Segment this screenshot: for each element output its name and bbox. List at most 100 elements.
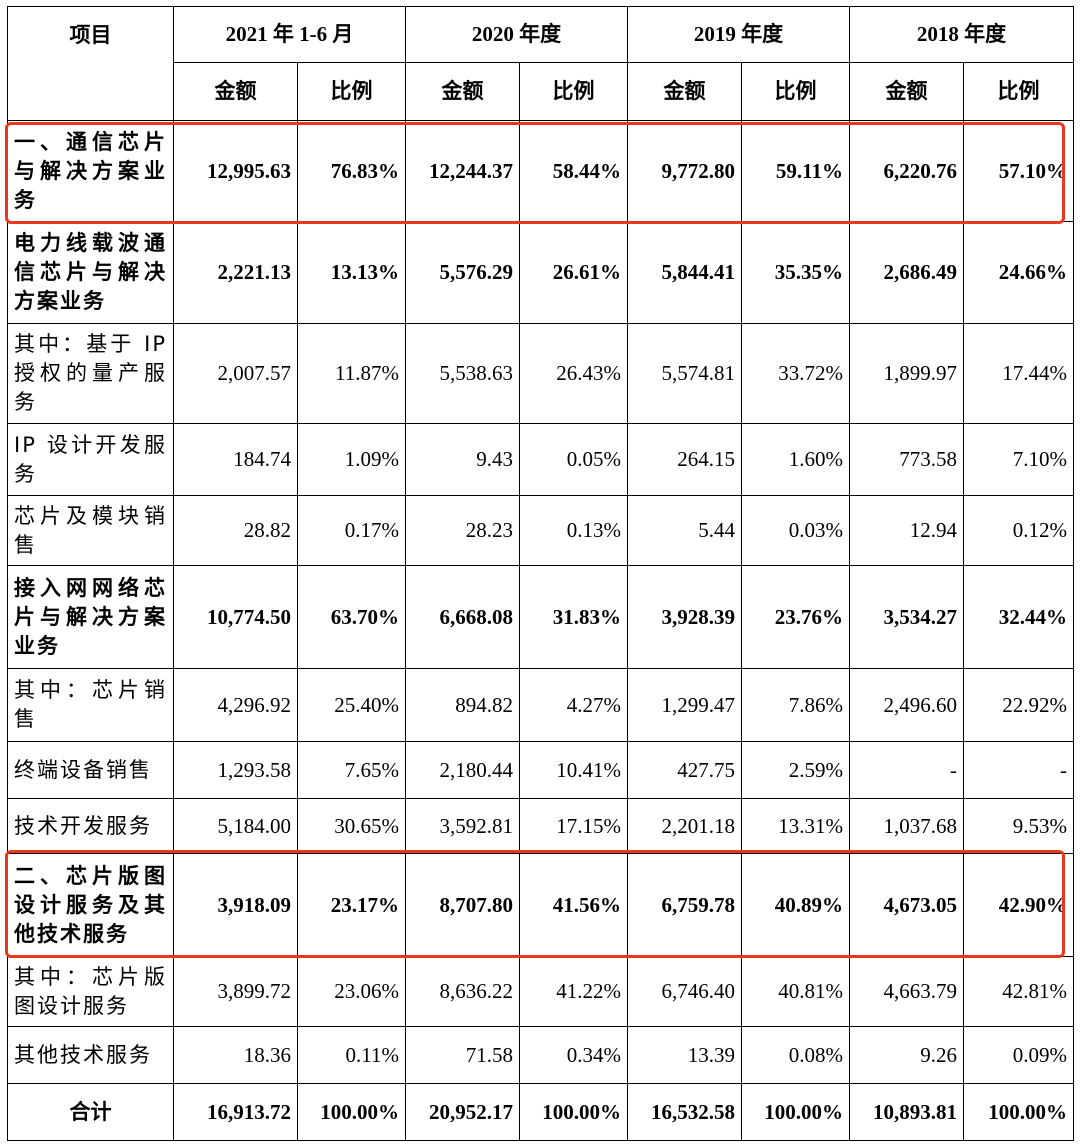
amount-cell: 4,673.05 xyxy=(849,853,964,957)
ratio-cell: 0.34% xyxy=(519,1026,628,1084)
ratio-cell: 0.11% xyxy=(297,1026,406,1084)
ratio-cell: 41.22% xyxy=(519,956,628,1027)
ratio-cell: 1.60% xyxy=(741,423,850,496)
ratio-cell: 17.44% xyxy=(963,323,1074,424)
ratio-cell: 4.27% xyxy=(519,668,628,742)
amount-cell: 1,899.97 xyxy=(849,323,964,424)
amount-cell: 18.36 xyxy=(173,1026,298,1084)
amount-cell: 2,007.57 xyxy=(173,323,298,424)
ratio-cell: 22.92% xyxy=(963,668,1074,742)
total-ratio-cell: 100.00% xyxy=(519,1083,628,1141)
amount-cell: 3,899.72 xyxy=(173,956,298,1027)
amount-cell: 2,180.44 xyxy=(405,741,520,799)
total-amount-cell: 16,913.72 xyxy=(173,1083,298,1141)
revenue-table-container: 项目 2021 年 1-6 月 2020 年度 2019 年度 2018 年度 … xyxy=(5,6,1074,1141)
total-label: 合计 xyxy=(7,1083,174,1141)
amount-cell: 2,201.18 xyxy=(627,798,742,854)
header-period-2020: 2020 年度 xyxy=(405,6,628,63)
ratio-cell: 0.08% xyxy=(741,1026,850,1084)
amount-cell: 5.44 xyxy=(627,495,742,566)
table-row: 二、芯片版图设计服务及其他技术服务 3,918.09 23.17% 8,707.80 4… xyxy=(7,853,1074,957)
amount-cell: 2,496.60 xyxy=(849,668,964,742)
amount-cell: 8,636.22 xyxy=(405,956,520,1027)
header-ratio: 比例 xyxy=(963,62,1074,121)
header-amount: 金额 xyxy=(405,62,520,121)
amount-cell: 8,707.80 xyxy=(405,853,520,957)
table-row: 终端设备销售 1,293.58 7.65% 2,180.44 10.41% 427.75 2… xyxy=(7,741,1074,799)
amount-cell: 5,574.81 xyxy=(627,323,742,424)
amount-cell: 1,037.68 xyxy=(849,798,964,854)
ratio-cell: 23.76% xyxy=(741,565,850,669)
table-row: 其中：基于 IP 授权的量产服务 2,007.57 11.87% 5,538.63 26… xyxy=(7,323,1074,424)
amount-cell: 773.58 xyxy=(849,423,964,496)
ratio-cell: 76.83% xyxy=(297,120,406,222)
ratio-cell: 10.41% xyxy=(519,741,628,799)
row-label: 二、芯片版图设计服务及其他技术服务 xyxy=(7,853,174,957)
amount-cell: 6,220.76 xyxy=(849,120,964,222)
ratio-cell: 7.10% xyxy=(963,423,1074,496)
table-row: 其他技术服务 18.36 0.11% 71.58 0.34% 13.39 0.08% 9.26… xyxy=(7,1026,1074,1084)
header-period-2018: 2018 年度 xyxy=(849,6,1074,63)
table-row: 其中：芯片销售 4,296.92 25.40% 894.82 4.27% 1,299.47… xyxy=(7,668,1074,742)
ratio-cell: 11.87% xyxy=(297,323,406,424)
ratio-cell: 25.40% xyxy=(297,668,406,742)
ratio-cell: 24.66% xyxy=(963,221,1074,324)
ratio-cell: 40.89% xyxy=(741,853,850,957)
header-period-2021h1: 2021 年 1-6 月 xyxy=(173,6,406,63)
row-label: 一、通信芯片与解决方案业务 xyxy=(7,120,174,222)
ratio-cell: 13.31% xyxy=(741,798,850,854)
amount-cell: 2,686.49 xyxy=(849,221,964,324)
row-label: 芯片及模块销售 xyxy=(7,495,174,566)
amount-cell: 13.39 xyxy=(627,1026,742,1084)
ratio-cell: 42.90% xyxy=(963,853,1074,957)
amount-cell: 5,538.63 xyxy=(405,323,520,424)
table-row: 技术开发服务 5,184.00 30.65% 3,592.81 17.15% 2,201.… xyxy=(7,798,1074,854)
total-row: 合计 16,913.72 100.00% 20,952.17 100.00% 16,532… xyxy=(7,1083,1074,1141)
total-ratio-cell: 100.00% xyxy=(741,1083,850,1141)
amount-cell: 5,184.00 xyxy=(173,798,298,854)
ratio-cell: 42.81% xyxy=(963,956,1074,1027)
row-label: 技术开发服务 xyxy=(7,798,174,854)
amount-cell: 10,774.50 xyxy=(173,565,298,669)
amount-cell: 3,918.09 xyxy=(173,853,298,957)
amount-cell: 2,221.13 xyxy=(173,221,298,324)
header-ratio: 比例 xyxy=(297,62,406,121)
ratio-cell: 26.43% xyxy=(519,323,628,424)
ratio-cell: 41.56% xyxy=(519,853,628,957)
ratio-cell: 57.10% xyxy=(963,120,1074,222)
amount-cell: 5,576.29 xyxy=(405,221,520,324)
amount-cell: 9,772.80 xyxy=(627,120,742,222)
revenue-breakdown-table: 项目 2021 年 1-6 月 2020 年度 2019 年度 2018 年度 … xyxy=(7,6,1074,1141)
table-row: 电力线载波通信芯片与解决方案业务 2,221.13 13.13% 5,576.29 26… xyxy=(7,221,1074,324)
ratio-cell: - xyxy=(963,741,1074,799)
ratio-cell: 26.61% xyxy=(519,221,628,324)
amount-cell: 4,663.79 xyxy=(849,956,964,1027)
amount-cell: 427.75 xyxy=(627,741,742,799)
amount-cell: 28.23 xyxy=(405,495,520,566)
header-item: 项目 xyxy=(7,6,174,121)
row-label: 其中：基于 IP 授权的量产服务 xyxy=(7,323,174,424)
header-row-periods: 项目 2021 年 1-6 月 2020 年度 2019 年度 2018 年度 xyxy=(7,6,1074,121)
amount-cell: 12.94 xyxy=(849,495,964,566)
ratio-cell: 0.13% xyxy=(519,495,628,566)
header-period-2019: 2019 年度 xyxy=(627,6,850,63)
ratio-cell: 59.11% xyxy=(741,120,850,222)
ratio-cell: 30.65% xyxy=(297,798,406,854)
header-ratio: 比例 xyxy=(519,62,628,121)
table-row: 接入网网络芯片与解决方案业务 10,774.50 63.70% 6,668.08 31.… xyxy=(7,565,1074,669)
ratio-cell: 0.09% xyxy=(963,1026,1074,1084)
header-ratio: 比例 xyxy=(741,62,850,121)
amount-cell: 894.82 xyxy=(405,668,520,742)
amount-cell: 1,293.58 xyxy=(173,741,298,799)
header-amount: 金额 xyxy=(849,62,964,121)
ratio-cell: 40.81% xyxy=(741,956,850,1027)
amount-cell: 3,592.81 xyxy=(405,798,520,854)
ratio-cell: 0.03% xyxy=(741,495,850,566)
ratio-cell: 0.12% xyxy=(963,495,1074,566)
row-label: 其他技术服务 xyxy=(7,1026,174,1084)
ratio-cell: 2.59% xyxy=(741,741,850,799)
ratio-cell: 1.09% xyxy=(297,423,406,496)
row-label: 接入网网络芯片与解决方案业务 xyxy=(7,565,174,669)
row-label: 其中：芯片版图设计服务 xyxy=(7,956,174,1027)
ratio-cell: 63.70% xyxy=(297,565,406,669)
